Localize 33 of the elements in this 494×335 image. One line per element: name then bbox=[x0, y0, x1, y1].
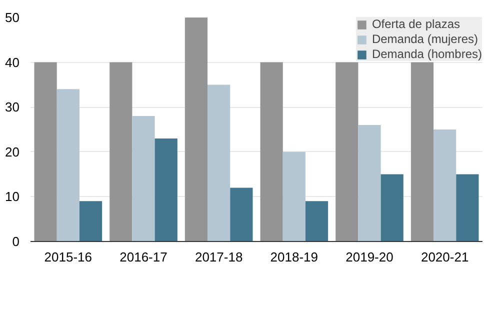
y-tick-label: 20 bbox=[5, 144, 20, 160]
legend-label: Oferta de plazas bbox=[372, 17, 460, 31]
bar bbox=[434, 130, 456, 242]
bar bbox=[154, 138, 178, 242]
legend-label: Demanda (hombres) bbox=[372, 47, 482, 61]
bar bbox=[208, 84, 230, 242]
bar bbox=[260, 62, 283, 242]
y-tick-label: 50 bbox=[5, 10, 20, 25]
bar bbox=[184, 18, 208, 242]
x-tick-label: 2018-19 bbox=[270, 250, 318, 264]
bar bbox=[410, 62, 434, 242]
x-tick-label: 2019-20 bbox=[346, 250, 394, 264]
x-tick-label: 2015-16 bbox=[44, 250, 92, 264]
bar bbox=[79, 201, 102, 242]
bar bbox=[34, 62, 57, 242]
bar bbox=[358, 125, 381, 242]
bar bbox=[230, 188, 253, 242]
y-tick-label: 40 bbox=[5, 54, 20, 70]
bar bbox=[380, 174, 404, 242]
bar bbox=[456, 174, 479, 242]
x-tick-label: 2016-17 bbox=[120, 250, 168, 264]
y-tick-label: 0 bbox=[12, 234, 20, 249]
x-tick-label: 2017-18 bbox=[194, 250, 243, 264]
y-tick-label: 30 bbox=[5, 100, 20, 115]
x-tick-label: 2020-21 bbox=[420, 250, 469, 264]
bar bbox=[305, 201, 328, 242]
bar bbox=[56, 89, 80, 242]
y-tick-label: 10 bbox=[5, 189, 20, 204]
bar bbox=[132, 116, 155, 242]
bar bbox=[336, 62, 358, 242]
bar bbox=[110, 62, 132, 242]
bar bbox=[282, 152, 306, 242]
legend-label: Demanda (mujeres) bbox=[372, 32, 478, 46]
